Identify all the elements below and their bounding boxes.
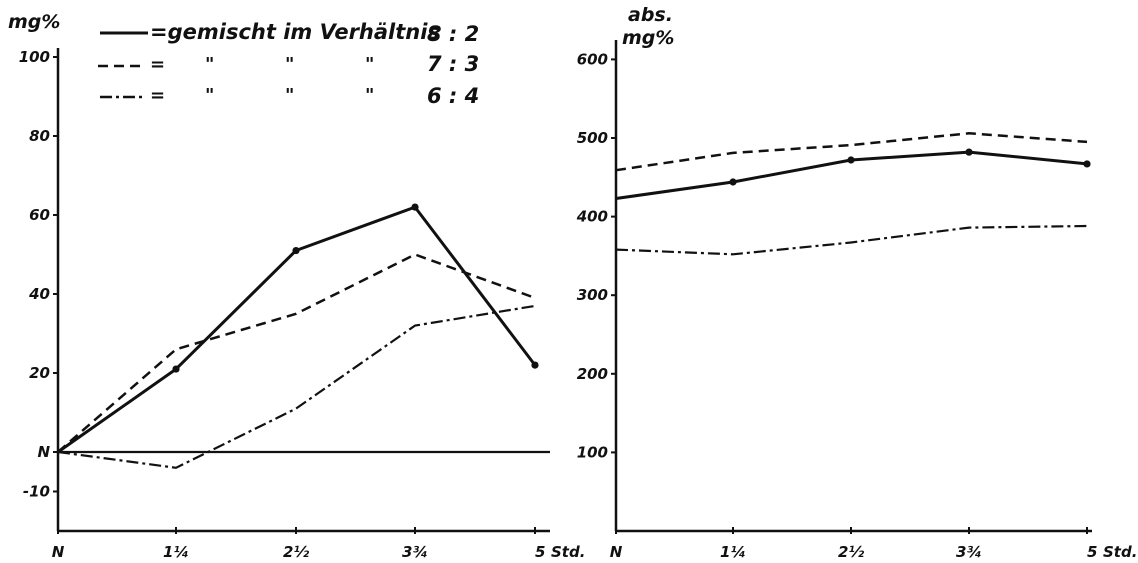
legend-ditto-1d: " <box>365 54 374 75</box>
right-x-tick-label: 3¾ <box>956 543 982 561</box>
left-y-tick-label: N <box>37 443 50 461</box>
right-x-tick-label: N <box>610 543 623 561</box>
right-y-tick-label: 100 <box>577 443 608 461</box>
left-y-tick-label: 20 <box>29 364 50 382</box>
right-data-point <box>847 156 855 164</box>
legend-ditto-2b: " <box>205 85 214 106</box>
left-x-tick-label: N <box>52 543 65 561</box>
left-series-group <box>57 203 539 469</box>
right-y-axis-label-line2: mg% <box>622 27 674 49</box>
left-series-dashdot <box>57 304 536 469</box>
right-data-point <box>1083 160 1091 168</box>
legend-ditto-2a: = <box>150 85 165 106</box>
right-y-tick-label: 600 <box>577 50 608 68</box>
legend-header-text: gemischt im Verhältnis <box>168 20 440 44</box>
legend-ditto-1c: " <box>285 54 294 75</box>
left-y-tick-label: 40 <box>28 285 50 303</box>
left-y-tick-label: 60 <box>29 206 50 224</box>
right-y-tick-label: 300 <box>577 286 608 304</box>
legend: =gemischt im Verhältnis 8 : 2 = " " " 7 … <box>98 20 479 108</box>
right-series-dashdot <box>615 224 1088 256</box>
left-axes: 100 80 60 40 20 N -10 N 1¼ 2½ 3¾ 5 Std. <box>19 48 585 561</box>
left-x-tick-label: 1¼ <box>163 543 189 561</box>
legend-ratio-2: 7 : 3 <box>427 52 479 76</box>
left-y-tick-label: -10 <box>23 483 50 501</box>
right-y-tick-label: 200 <box>577 365 608 383</box>
right-series-dashed <box>615 132 1088 172</box>
left-data-point <box>292 246 300 255</box>
left-y-tick-label: 80 <box>29 127 50 145</box>
right-x-tick-label: 2½ <box>838 543 864 561</box>
left-x-tick-label: 5 <box>535 543 545 561</box>
legend-ditto-2d: " <box>365 85 374 106</box>
left-x-tick-label: 3¾ <box>402 543 428 561</box>
left-data-point <box>411 203 419 211</box>
legend-ditto-2c: " <box>285 85 294 106</box>
right-chart: abs. mg% 600 500 400 300 200 100 N 1¼ 2½ 3¾ 5 Std. <box>576 4 1138 561</box>
legend-ditto-1b: " <box>205 54 214 75</box>
left-y-axis-label: mg% <box>8 11 60 33</box>
right-y-tick-label: 400 <box>576 208 608 226</box>
legend-header: =gemischt im Verhältnis <box>150 20 440 44</box>
right-x-tick-label: 5 <box>1087 543 1097 561</box>
right-y-tick-label: 500 <box>577 129 608 147</box>
left-x-tick-label: 2½ <box>283 543 309 561</box>
left-chart: mg% 100 80 60 40 20 N -10 N 1¼ 2½ 3¾ 5 Std. <box>8 11 585 561</box>
right-series-group <box>615 132 1091 256</box>
left-series-solid <box>57 205 537 454</box>
right-x-unit-label: Std. <box>1103 543 1137 561</box>
right-x-tick-label: 1¼ <box>720 543 746 561</box>
right-axes: 600 500 400 300 200 100 N 1¼ 2½ 3¾ 5 Std. <box>576 40 1137 561</box>
right-data-point <box>965 148 973 156</box>
right-data-point <box>729 178 737 186</box>
left-data-point <box>531 361 539 369</box>
left-series-dashed <box>57 253 536 453</box>
left-y-tick-label: 100 <box>19 48 50 66</box>
legend-ditto-1a: = <box>150 54 165 75</box>
left-data-point <box>172 365 180 373</box>
legend-ratio-1: 8 : 2 <box>427 22 479 46</box>
left-x-unit-label: Std. <box>551 543 585 561</box>
legend-ratio-3: 6 : 4 <box>427 84 479 108</box>
right-y-axis-label-line1: abs. <box>628 4 673 26</box>
